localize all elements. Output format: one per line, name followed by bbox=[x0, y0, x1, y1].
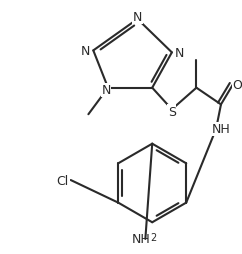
Text: N: N bbox=[101, 84, 111, 97]
Text: N: N bbox=[175, 47, 184, 60]
Text: S: S bbox=[168, 105, 176, 118]
Text: Cl: Cl bbox=[57, 174, 69, 187]
Text: N: N bbox=[133, 11, 142, 24]
Text: O: O bbox=[233, 79, 242, 92]
Text: N: N bbox=[81, 45, 90, 58]
Text: NH: NH bbox=[212, 123, 230, 136]
Text: NH: NH bbox=[132, 232, 151, 245]
Text: 2: 2 bbox=[150, 232, 156, 242]
